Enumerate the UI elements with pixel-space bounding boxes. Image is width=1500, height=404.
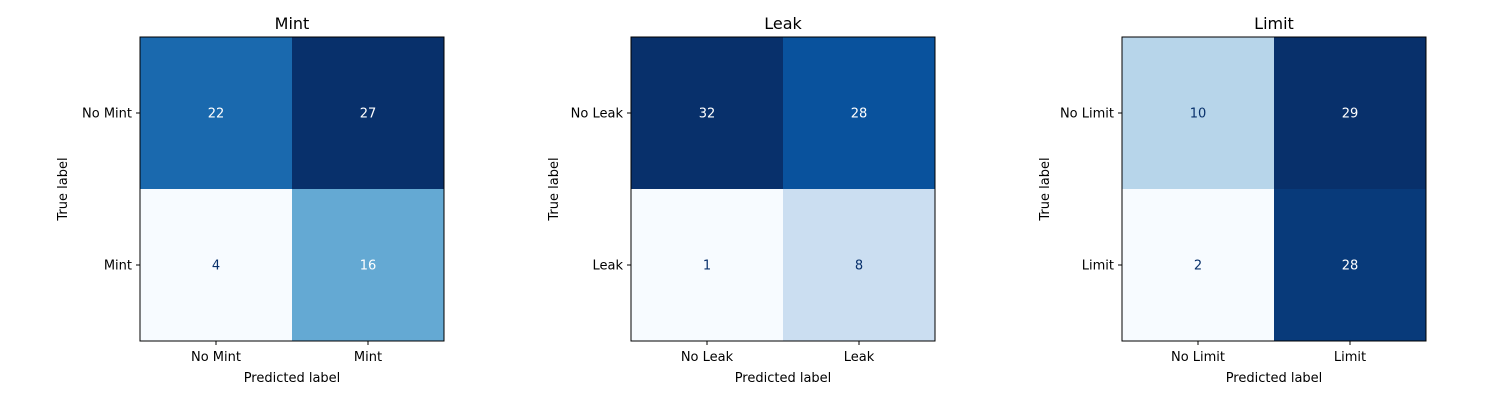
confusion-matrix-panel: 32 28 1 8 No Leak Leak No Leak Leak Leak Predicte… — [547, 14, 936, 386]
x-axis-label: Predicted label — [244, 371, 341, 386]
cell-value-label: 27 — [360, 107, 377, 122]
x-tick-label: Leak — [844, 350, 875, 365]
cell-value-label: 32 — [699, 107, 716, 122]
cell-value-label: 2 — [1194, 259, 1202, 274]
x-tick-label: Mint — [354, 350, 382, 365]
cell-value-label: 16 — [360, 259, 377, 274]
x-tick-label: Limit — [1334, 350, 1366, 365]
cell-value-label: 8 — [855, 259, 863, 274]
chart-title: Leak — [764, 14, 802, 33]
y-tick-label: Limit — [1082, 259, 1114, 274]
x-tick-label: No Limit — [1171, 350, 1225, 365]
cell-value-label: 22 — [208, 107, 225, 122]
x-axis-label: Predicted label — [1226, 371, 1323, 386]
cell-value-label: 10 — [1190, 107, 1207, 122]
matrix-cell — [292, 189, 444, 341]
matrix-cell — [1274, 189, 1426, 341]
y-axis-label: True label — [56, 157, 71, 221]
y-axis-label: True label — [1038, 157, 1053, 221]
axes-frame — [1121, 36, 1427, 342]
cell-value-label: 29 — [1342, 107, 1359, 122]
matrix-cell — [783, 189, 935, 341]
y-tick-label: Leak — [592, 259, 623, 274]
confusion-matrix-panel: 22 27 4 16 No Mint Mint No Mint Mint Mint Predict… — [56, 14, 445, 386]
chart-title: Mint — [275, 14, 310, 33]
y-tick-label: No Limit — [1060, 107, 1114, 122]
y-axis-label: True label — [547, 157, 562, 221]
matrix-cell — [631, 189, 783, 341]
confusion-matrix-panel: 10 29 2 28 No Limit Limit No Limit Limit Limit Pr… — [1038, 14, 1427, 386]
axes-frame — [630, 36, 936, 342]
x-tick-label: No Leak — [681, 350, 734, 365]
matrix-cell — [140, 189, 292, 341]
matrix-cell — [140, 37, 292, 189]
matrix-cell — [292, 37, 444, 189]
matrix-cell — [1122, 37, 1274, 189]
x-tick-label: No Mint — [191, 350, 241, 365]
matrix-cell — [783, 37, 935, 189]
matrix-cell — [631, 37, 783, 189]
matrix-cell — [1122, 189, 1274, 341]
chart-title: Limit — [1254, 14, 1294, 33]
cell-value-label: 28 — [851, 107, 868, 122]
y-tick-label: No Mint — [82, 107, 132, 122]
y-tick-label: No Leak — [571, 107, 624, 122]
cell-value-label: 4 — [212, 259, 220, 274]
matrix-cell — [1274, 37, 1426, 189]
axes-frame — [139, 36, 445, 342]
y-tick-label: Mint — [104, 259, 132, 274]
x-axis-label: Predicted label — [735, 371, 832, 386]
cell-value-label: 1 — [703, 259, 711, 274]
cell-value-label: 28 — [1342, 259, 1359, 274]
